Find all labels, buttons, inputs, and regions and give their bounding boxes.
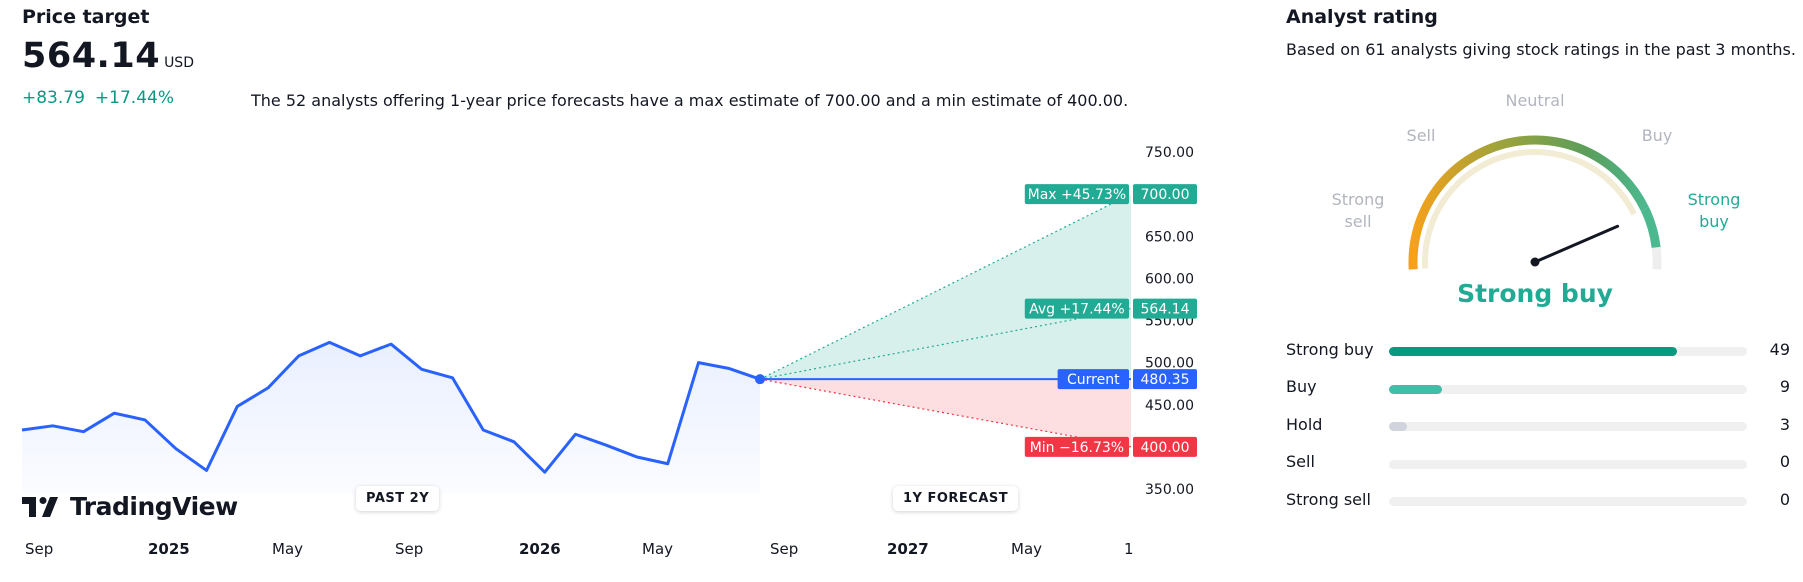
x-tick-label: May: [272, 540, 303, 558]
x-tick-label: 2026: [519, 540, 561, 558]
tradingview-logo-icon: [22, 496, 58, 517]
gauge-inner-arc: [1422, 149, 1637, 269]
gauge-needle-pivot: [1530, 257, 1540, 267]
gauge-label-sell: Sell: [1406, 126, 1436, 145]
x-tick-label: 2027: [887, 540, 929, 558]
analyst-rating-title: Analyst rating: [1286, 6, 1438, 28]
price-change-pct: +17.44%: [94, 88, 174, 108]
gauge-label-strong-sell: Strong sell: [1331, 190, 1385, 231]
rating-row-strong-sell-track: [1389, 497, 1747, 506]
rating-gauge: [1408, 135, 1662, 270]
forecast-avg-value-badge: [1133, 298, 1197, 319]
rating-row-hold-bar: [1389, 422, 1407, 431]
y-tick-label: 600.00: [1145, 271, 1194, 287]
rating-row-strong-buy-label: Strong buy: [1286, 340, 1374, 359]
past-price-line: [21, 340, 761, 474]
rating-row-strong-buy-track: [1389, 347, 1747, 356]
x-tick-label: May: [642, 540, 673, 558]
gauge-arc: [1408, 135, 1649, 270]
price-forecast-chart[interactable]: 750.00650.00600.00550.00500.00450.00350.…: [0, 0, 1250, 582]
forecast-max-line: [759, 193, 1132, 380]
rating-row-strong-buy-bar: [1389, 347, 1677, 356]
rating-row-buy-bar: [1389, 385, 1442, 394]
rating-row-sell-label: Sell: [1286, 452, 1315, 471]
current-price-point: [755, 374, 765, 385]
rating-result: Strong buy: [1457, 279, 1613, 308]
tradingview-logo-text: TradingView: [70, 492, 238, 521]
x-tick-label: Sep: [395, 540, 423, 558]
gauge-arc-strong-buy: [1640, 206, 1661, 249]
rating-row-hold-label: Hold: [1286, 415, 1323, 434]
y-tick-label: 500.00: [1145, 356, 1194, 372]
gauge-label-buy: Buy: [1641, 126, 1673, 145]
tradingview-logo[interactable]: TradingView: [22, 492, 238, 521]
price-change-row: +83.79 +17.44%: [22, 88, 174, 108]
rating-row-strong-sell-count: 0: [1779, 490, 1790, 509]
rating-row-sell-track: [1389, 460, 1747, 469]
gauge-label-neutral: Neutral: [1505, 91, 1565, 110]
price-target-value: 564.14: [22, 36, 161, 76]
price-target-value-row: 564.14 USD: [22, 36, 194, 76]
rating-row-buy-track: [1389, 385, 1747, 394]
forecast-max-value-badge: [1133, 184, 1197, 205]
forecast-avg-value: 564.14: [1141, 302, 1190, 318]
price-change-abs: +83.79: [22, 88, 85, 108]
forecast-current-value-badge: [1133, 369, 1197, 390]
forecast-avg-label: Avg +17.44%: [1029, 302, 1125, 318]
forecast-max-label: Max +45.73%: [1028, 187, 1127, 203]
forecast-min-label: Min −16.73%: [1030, 440, 1124, 456]
x-tick-label: Sep: [25, 540, 53, 558]
past-2y-label: PAST 2Y: [356, 486, 440, 511]
y-tick-label: 350.00: [1145, 482, 1194, 498]
1y-forecast-label: 1Y FORECAST: [893, 486, 1019, 511]
forecast-max-value: 700.00: [1141, 187, 1190, 203]
y-tick-label: 650.00: [1145, 229, 1194, 245]
forecast-upside-area: [760, 194, 1131, 380]
forecast-current-label: Current: [1067, 372, 1120, 388]
rating-row-buy-label: Buy: [1286, 377, 1317, 396]
gauge-label-strong-buy: Strong buy: [1687, 190, 1741, 231]
price-target-title: Price target: [22, 6, 150, 28]
y-tick-label: 750.00: [1145, 145, 1194, 161]
x-tick-label: May: [1011, 540, 1042, 558]
rating-row-hold-count: 3: [1779, 415, 1790, 434]
forecast-current-value: 480.35: [1141, 372, 1190, 388]
forecast-min-value-badge: [1133, 436, 1197, 457]
forecast-max-label-badge: [1024, 184, 1129, 205]
rating-row-hold-track: [1389, 422, 1747, 431]
x-tick-label: 1: [1124, 540, 1134, 558]
rating-row-strong-sell-label: Strong sell: [1286, 490, 1371, 509]
x-tick-label: Sep: [770, 540, 798, 558]
gauge-needle: [1533, 224, 1620, 264]
gauge-track: [1408, 135, 1662, 270]
analyst-rating-subtitle: Based on 61 analysts giving stock rating…: [1286, 40, 1796, 59]
rating-row-strong-buy-count: 49: [1769, 340, 1790, 359]
forecast-min-value: 400.00: [1141, 440, 1190, 456]
forecast-min-label-badge: [1024, 436, 1129, 457]
forecast-description: The 52 analysts offering 1-year price fo…: [251, 91, 1129, 110]
forecast-downside-area: [760, 379, 1131, 447]
forecast-current-label-badge: [1057, 369, 1129, 390]
x-tick-label: 2025: [148, 540, 190, 558]
rating-row-sell-count: 0: [1779, 452, 1790, 471]
currency-label: USD: [164, 55, 194, 71]
y-tick-label: 450.00: [1145, 398, 1194, 414]
past-price-area: [22, 342, 760, 494]
rating-row-buy-count: 9: [1779, 377, 1790, 396]
forecast-avg-label-badge: [1024, 298, 1129, 319]
